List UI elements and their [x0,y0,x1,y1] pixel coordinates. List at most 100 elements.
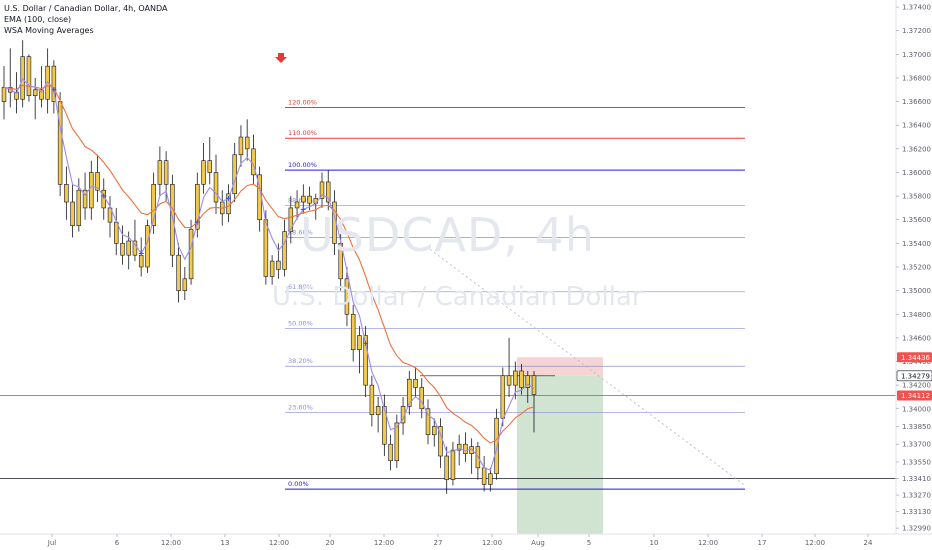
y-tick-label: 1.35600 [902,216,931,224]
candle [270,255,274,285]
fib-level-label: 61.80% [288,283,313,291]
candle [233,143,237,202]
candle [245,119,249,160]
candle [208,137,212,184]
y-tick-label: 1.37400 [902,4,931,12]
candle-body [121,243,125,255]
price-axis-bg [896,0,932,550]
y-tick-label: 1.36000 [902,169,931,177]
fib-level-label: 23.60% [288,403,313,411]
y-tick-label: 1.35200 [902,264,931,272]
fib-level-label: 110.00% [288,129,317,137]
candle-body [177,255,181,290]
candle-body [264,220,268,277]
candle-body [451,450,455,480]
candle [2,66,6,119]
candle-body [308,196,312,203]
candle-body [245,137,249,149]
candle [513,362,517,400]
candle [39,66,43,107]
candle-body [395,423,399,461]
candle-body [2,87,6,101]
candle [258,167,262,232]
candle-body [276,261,280,269]
ema-line [4,85,534,443]
wsa-legend[interactable]: WSA Moving Averages [4,26,94,36]
candle [189,220,193,285]
candle [476,442,480,480]
candle [457,435,461,466]
y-tick-label: 1.33410 [902,475,931,483]
time-axis[interactable]: Jul 6 12:00 13 12:00 20 12:00 27 12:00 Aug 5 10 12:0… [0,534,932,547]
y-tick-label: 1.36400 [902,122,931,130]
candle-body [77,190,81,225]
candle-body [507,376,511,385]
candle-body [71,202,75,226]
ema-legend[interactable]: EMA (100, close) [4,15,71,25]
y-tick-label: 1.35400 [902,240,931,248]
candle-body [532,376,536,395]
x-tick-label: 27 [434,539,443,547]
candle [158,146,162,196]
y-tick-label: 1.32990 [902,525,931,533]
candle-body [520,371,524,388]
candle [108,196,112,237]
candle [8,48,12,107]
candle-body [495,418,499,474]
candle-body [158,161,162,185]
y-tick-label: 1.33270 [902,492,931,500]
candle-body [89,172,93,207]
x-tick-label: 12:00 [161,539,181,547]
fib-level-label: 0.00% [288,480,309,488]
price-axis[interactable]: 1.37400 1.37200 1.37000 1.36800 1.36600 1.364… [896,0,932,550]
candle-body [33,90,37,96]
candle-body [145,226,149,267]
candle [227,184,231,222]
down-arrow-icon [275,53,287,63]
candle-body [501,376,505,419]
candle [482,456,486,491]
candle-body [463,444,467,453]
candle-body [414,379,418,387]
price-tags: 1.344361.342791.34112 [897,352,932,400]
x-tick-label: 13 [221,539,230,547]
candle [370,376,374,427]
candle-body [432,426,436,434]
candle-body [370,385,374,415]
candle-body [58,102,62,185]
candle-body [214,172,218,202]
candle [133,220,137,261]
candle [439,418,443,468]
candle [314,194,318,220]
candle-body [270,261,274,276]
candle [183,267,187,300]
candle [389,435,393,470]
fibonacci-levels[interactable]: 120.00% 110.00% 100.00% 88.60% 78.60% 61.80% 5… [285,99,745,490]
candle-body [233,155,237,194]
take-profit-zone [517,376,603,534]
signal-arrow [275,53,287,63]
candle-body [357,336,361,350]
y-tick-label: 1.36200 [902,145,931,153]
candle [239,125,243,166]
wsa-line [4,79,534,470]
y-tick-label: 1.37200 [902,27,931,35]
candle [64,167,68,220]
price-tag-label: 1.34279 [901,372,930,380]
candle-body [208,161,212,173]
x-tick-label: 12:00 [269,539,289,547]
y-tick-label: 1.35000 [902,287,931,295]
x-tick-label: 6 [115,539,120,547]
candle-body [127,241,131,255]
candle-body [301,196,305,202]
y-tick-label: 1.33700 [902,441,931,449]
candle [326,170,330,210]
candle [395,415,399,468]
candle-body [170,184,174,255]
candle-body [27,57,31,96]
x-tick-label: 10 [650,539,659,547]
candle-body [164,161,168,185]
fib-level-label: 38.20% [288,357,313,365]
